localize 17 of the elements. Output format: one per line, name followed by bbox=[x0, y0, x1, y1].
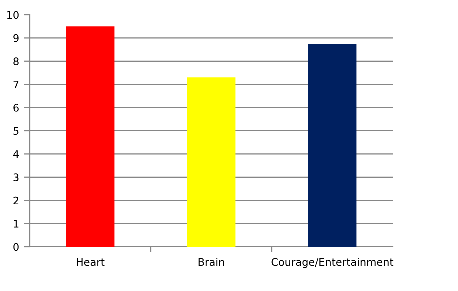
y-tick-label: 2 bbox=[14, 196, 19, 205]
y-tick-label: 1 bbox=[14, 220, 19, 228]
y-tick-label: 10 bbox=[7, 11, 19, 20]
y-tick-label: 6 bbox=[14, 104, 19, 112]
y-tick-label: 3 bbox=[14, 174, 19, 182]
y-tick-label: 4 bbox=[13, 150, 19, 158]
y-tick-label: 7 bbox=[14, 80, 19, 89]
y-tick-label: 5 bbox=[14, 127, 19, 136]
x-tick-label: Brain bbox=[198, 258, 224, 266]
bar bbox=[187, 78, 236, 247]
bar bbox=[308, 44, 357, 247]
x-tick-label: Heart bbox=[77, 258, 105, 266]
y-tick-label: 8 bbox=[14, 58, 19, 66]
x-tick-label: Courage/Entertainment bbox=[272, 258, 394, 268]
bar bbox=[66, 26, 115, 247]
y-tick-label: 9 bbox=[14, 34, 19, 42]
y-tick-label: 0 bbox=[14, 243, 19, 252]
